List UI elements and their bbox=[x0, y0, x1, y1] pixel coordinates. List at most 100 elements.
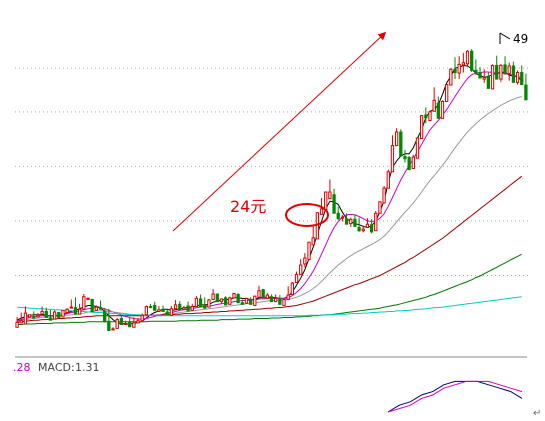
candle-4 bbox=[32, 311, 36, 319]
candle-19 bbox=[94, 305, 98, 311]
candle-body bbox=[470, 50, 474, 71]
candle-14 bbox=[73, 297, 78, 315]
candle-body bbox=[378, 201, 382, 214]
candle-74 bbox=[324, 191, 328, 210]
candle-body bbox=[328, 191, 332, 200]
candle-body bbox=[128, 321, 132, 328]
candle-body bbox=[136, 320, 140, 324]
candle-44 bbox=[198, 294, 203, 308]
candle-body bbox=[215, 293, 219, 303]
peak-label: 49 bbox=[513, 32, 528, 46]
candle-89 bbox=[386, 169, 390, 189]
candle-51 bbox=[228, 296, 232, 305]
candle-body bbox=[36, 314, 40, 318]
candle-10 bbox=[57, 312, 61, 318]
candle-77 bbox=[336, 206, 340, 220]
candle-body bbox=[319, 208, 324, 215]
candle-76 bbox=[332, 188, 336, 214]
candle-body bbox=[77, 308, 82, 315]
candle-body bbox=[361, 228, 365, 232]
price-annotation: 24元 bbox=[230, 197, 266, 216]
candle-body bbox=[40, 310, 44, 315]
candle-body bbox=[436, 102, 440, 119]
peak-flag: 49 bbox=[499, 32, 528, 46]
candle-45 bbox=[203, 297, 207, 309]
moving-average-line-2 bbox=[16, 96, 522, 323]
candle-body bbox=[286, 294, 290, 300]
candle-body bbox=[244, 297, 249, 304]
candle-120 bbox=[515, 70, 520, 85]
candle-60 bbox=[265, 292, 269, 299]
candle-body bbox=[119, 318, 124, 326]
candle-33 bbox=[153, 301, 157, 311]
candle-body bbox=[190, 306, 194, 311]
candle-92 bbox=[399, 129, 403, 157]
candle-body bbox=[207, 299, 211, 308]
candle-75 bbox=[328, 179, 332, 200]
candle-body bbox=[503, 64, 507, 75]
candle-17 bbox=[86, 297, 90, 300]
candle-103 bbox=[445, 83, 449, 102]
candle-5 bbox=[36, 313, 40, 318]
candle-body bbox=[148, 306, 153, 309]
candle-body bbox=[169, 308, 174, 316]
macd-dea-line bbox=[387, 380, 523, 413]
candle-66 bbox=[290, 282, 295, 296]
candle-47 bbox=[211, 289, 215, 300]
candle-114 bbox=[490, 64, 495, 90]
candle-21 bbox=[103, 308, 107, 323]
candle-body bbox=[453, 68, 457, 74]
candle-69 bbox=[303, 253, 307, 268]
candle-1 bbox=[19, 312, 23, 324]
candle-body bbox=[419, 115, 424, 140]
candle-2 bbox=[23, 306, 28, 325]
candle-body bbox=[432, 99, 436, 112]
candle-39 bbox=[178, 301, 182, 311]
candle-52 bbox=[232, 292, 236, 299]
candle-body bbox=[144, 306, 149, 316]
candle-84 bbox=[365, 218, 370, 228]
candle-30 bbox=[140, 313, 144, 322]
return-glyph: ↵ bbox=[533, 408, 541, 419]
candle-body bbox=[524, 84, 528, 101]
candle-body bbox=[424, 114, 428, 119]
candle-body bbox=[386, 171, 390, 189]
candle-111 bbox=[478, 67, 482, 79]
candle-body bbox=[198, 298, 203, 308]
candle-body bbox=[399, 131, 403, 157]
candle-body bbox=[507, 65, 511, 75]
candle-body bbox=[203, 304, 207, 309]
candle-body bbox=[182, 307, 186, 310]
candle-body bbox=[428, 111, 432, 122]
candle-96 bbox=[415, 137, 420, 159]
candle-34 bbox=[157, 306, 161, 312]
candle-body bbox=[486, 75, 491, 89]
candle-8 bbox=[48, 309, 53, 321]
candle-88 bbox=[382, 186, 386, 204]
candle-81 bbox=[353, 214, 357, 227]
candle-106 bbox=[457, 56, 461, 80]
macd-dif-line bbox=[387, 380, 523, 413]
candle-body bbox=[223, 297, 228, 306]
candle-body bbox=[115, 319, 119, 329]
candle-68 bbox=[299, 259, 303, 275]
candle-110 bbox=[474, 59, 478, 75]
candle-112 bbox=[482, 69, 486, 83]
candle-115 bbox=[495, 55, 499, 80]
candle-20 bbox=[98, 300, 103, 310]
candle-body bbox=[69, 306, 73, 309]
candle-body bbox=[411, 156, 415, 170]
candle-15 bbox=[77, 303, 82, 315]
trend-arrow bbox=[172, 31, 387, 232]
candle-body bbox=[403, 156, 407, 160]
candle-93 bbox=[403, 150, 407, 163]
candle-body bbox=[282, 298, 286, 306]
candles bbox=[15, 49, 528, 332]
candle-86 bbox=[374, 211, 378, 232]
candle-body bbox=[98, 307, 103, 310]
candle-58 bbox=[257, 285, 261, 298]
candle-50 bbox=[223, 296, 228, 306]
candle-body bbox=[520, 72, 524, 86]
candle-body bbox=[140, 314, 144, 322]
candle-46 bbox=[207, 298, 211, 308]
